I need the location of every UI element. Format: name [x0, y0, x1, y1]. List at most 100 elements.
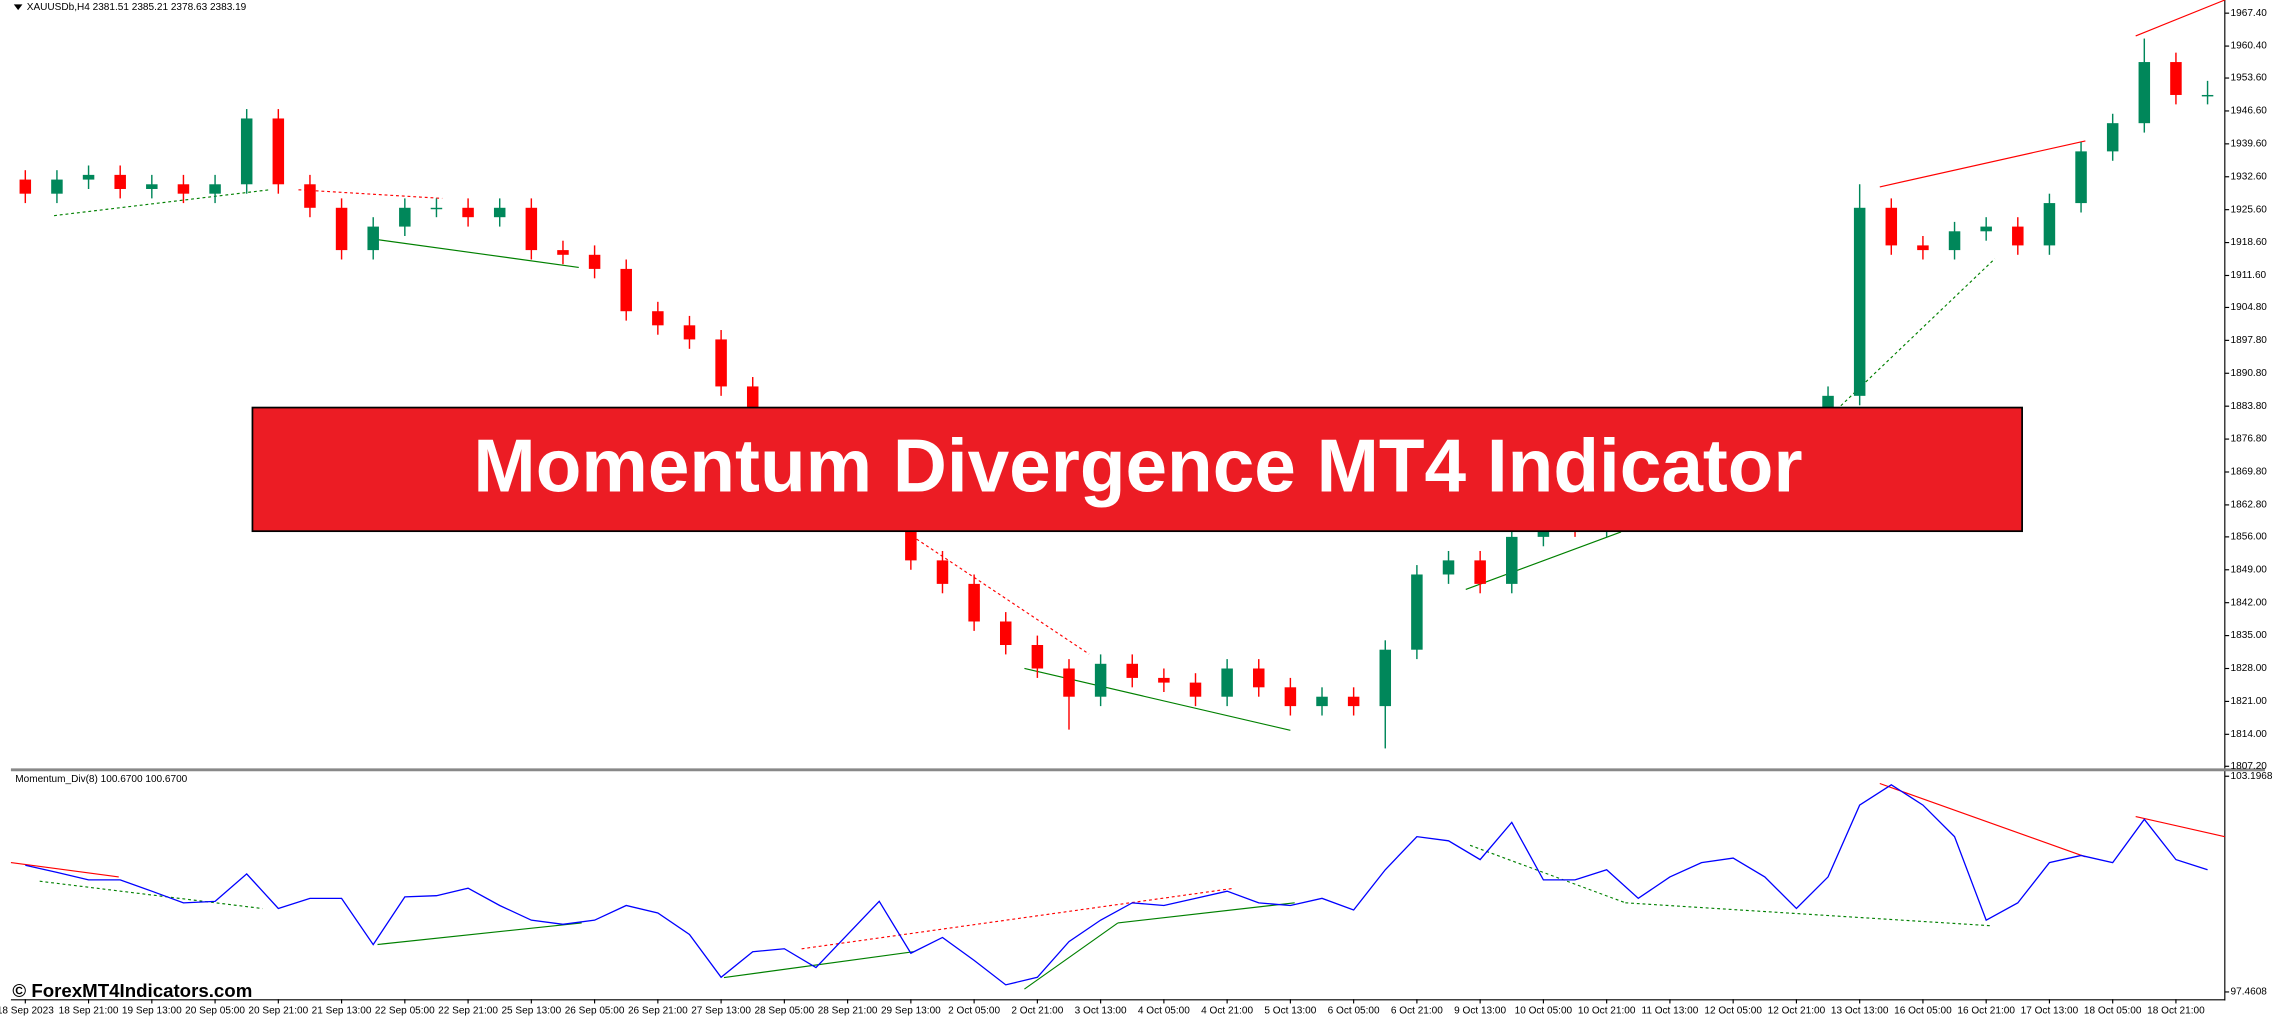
candle-body [652, 311, 664, 326]
y-tick-label: 1883.80 [2231, 401, 2268, 412]
div-line [1465, 531, 1622, 590]
candle-body [1917, 245, 1929, 251]
candle-body [620, 268, 632, 312]
y-tick-label: 1890.80 [2231, 368, 2268, 379]
y-tick-label: 1911.60 [2231, 270, 2267, 281]
candle-body [905, 518, 917, 561]
y-tick-label: 103.1968 [2231, 771, 2273, 782]
y-tick-label: 1939.60 [2231, 139, 2268, 150]
x-tick-label: 11 Oct 13:00 [1642, 1005, 1699, 1016]
div-line [1625, 902, 1992, 927]
div-line [1469, 844, 1626, 904]
candle-body [19, 179, 32, 194]
x-tick-label: 17 Oct 13:00 [2021, 1005, 2079, 1016]
div-line [1879, 140, 2086, 188]
x-tick-label: 26 Sep 21:00 [628, 1005, 688, 1016]
candle-body [1063, 668, 1075, 697]
x-tick-label: 12 Oct 05:00 [1704, 1005, 1762, 1016]
candle-body [1126, 663, 1138, 678]
candle-body [683, 325, 696, 340]
candle-body [1980, 226, 1992, 232]
x-tick-label: 16 Oct 21:00 [1957, 1005, 2015, 1016]
candle-body [1885, 207, 1898, 246]
x-tick-label: 20 Sep 05:00 [185, 1005, 245, 1016]
div-line [1879, 782, 2086, 858]
x-tick-label: 6 Oct 21:00 [1391, 1005, 1443, 1016]
candle-body [1506, 536, 1518, 584]
x-tick-label: 16 Oct 05:00 [1894, 1005, 1952, 1016]
candle-body [1158, 677, 1170, 683]
symbol-arrow [13, 4, 23, 11]
candle-body [304, 184, 316, 208]
x-tick-label: 19 Sep 13:00 [122, 1005, 182, 1016]
candle-body [272, 118, 285, 185]
marks: 1967.40 1960.40 1953.60 1946.60 1939.60 1932.… [0, 8, 2273, 1016]
candle-body [1284, 687, 1297, 707]
candle-body [493, 207, 506, 218]
candle-body [367, 226, 379, 251]
div-line [10, 861, 119, 878]
x-tick-label: 18 Oct 05:00 [2084, 1005, 2142, 1016]
x-tick-label: 18 Sep 21:00 [59, 1005, 119, 1016]
candle-body [335, 207, 348, 251]
candle-body [968, 583, 980, 622]
watermark: © ForexMT4Indicators.com [12, 980, 252, 1001]
y-tick-label: 1876.80 [2231, 434, 2268, 445]
y-tick-label: 1932.60 [2231, 171, 2268, 182]
y-tick-label: 1904.80 [2231, 302, 2268, 313]
candle-body [2138, 62, 2151, 124]
div-line [2135, 815, 2225, 838]
div-line [377, 922, 582, 946]
x-tick-label: 18 Sep 2023 [0, 1005, 54, 1016]
x-tick-label: 28 Sep 05:00 [754, 1005, 814, 1016]
candle-body [114, 174, 126, 189]
div-line [53, 189, 270, 217]
candle-body [1253, 668, 1265, 688]
y-tick-label: 1835.00 [2231, 630, 2268, 641]
div-line [1117, 902, 1295, 924]
y-tick-label: 97.4608 [2231, 987, 2268, 998]
div-line [370, 238, 579, 268]
div-line [298, 189, 443, 199]
candle-body [177, 184, 190, 194]
x-tick-label: 2 Oct 05:00 [948, 1005, 1000, 1016]
candle-body [82, 174, 95, 180]
y-tick-label: 1925.60 [2231, 204, 2268, 215]
candle-body [1347, 696, 1360, 707]
candle-body [1189, 682, 1202, 697]
y-tick-label: 1967.40 [2231, 8, 2268, 19]
candle-body [746, 386, 759, 425]
y-tick-label: 1946.60 [2231, 106, 2268, 117]
x-tick-label: 18 Oct 21:00 [2147, 1005, 2205, 1016]
y-tick-label: 1862.80 [2231, 500, 2268, 511]
candle-body [1853, 207, 1866, 396]
candle-body [2106, 123, 2119, 152]
y-tick-label: 1807.20 [2231, 761, 2268, 772]
candle-body [1411, 574, 1423, 650]
candle-body [1221, 668, 1233, 697]
banner [251, 406, 2023, 533]
candle-body [399, 207, 411, 227]
x-tick-label: 6 Oct 05:00 [1328, 1005, 1380, 1016]
candle-body [2012, 226, 2024, 246]
y-tick-label: 1869.80 [2231, 467, 2268, 478]
candle-body [715, 339, 727, 387]
candle-body [999, 621, 1012, 645]
div-line [916, 538, 1090, 655]
div-line [1024, 922, 1119, 990]
candle-body [525, 207, 538, 251]
candle-body [240, 118, 253, 185]
y-tick-label: 1897.80 [2231, 335, 2268, 346]
candle-body [146, 184, 158, 189]
x-tick-label: 4 Oct 21:00 [1201, 1005, 1253, 1016]
candle-body [2075, 151, 2087, 204]
x-tick-label: 25 Sep 13:00 [501, 1005, 561, 1016]
x-tick-label: 4 Oct 05:00 [1138, 1005, 1190, 1016]
candle-body [1031, 644, 1044, 669]
x-tick-label: 21 Sep 13:00 [312, 1005, 372, 1016]
candle-body [2043, 203, 2056, 246]
y-tick-label: 1814.00 [2231, 729, 2268, 740]
x-tick-label: 13 Oct 13:00 [1831, 1005, 1889, 1016]
x-tick-label: 28 Sep 21:00 [818, 1005, 878, 1016]
y-tick-label: 1849.00 [2231, 564, 2268, 575]
